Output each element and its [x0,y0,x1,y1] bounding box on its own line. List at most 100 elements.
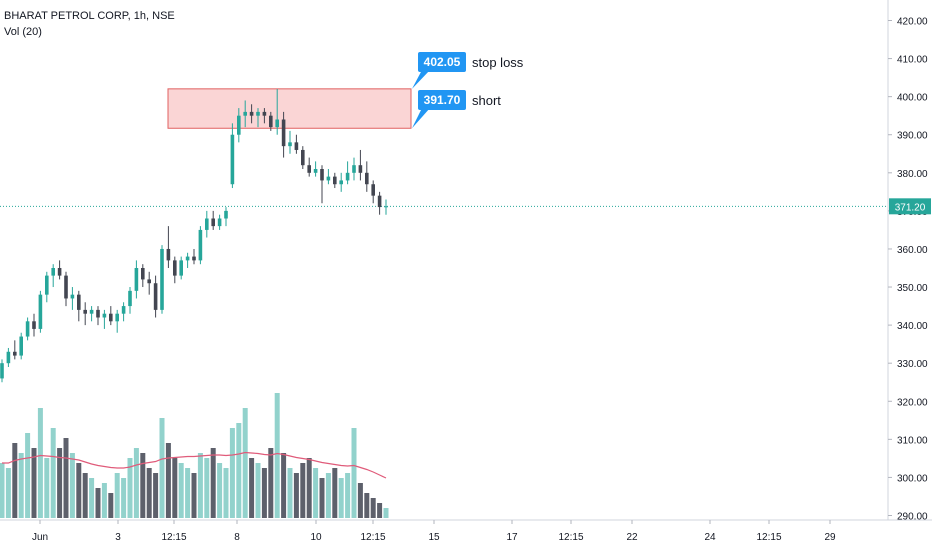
candle-body [281,119,286,147]
price-tick-label: 310.00 [897,435,928,446]
volume-bar [76,463,82,518]
price-tick-label: 360.00 [897,245,928,256]
candle-body [288,142,292,147]
price-tick-label: 330.00 [897,359,928,370]
candle-body [243,111,247,116]
candle-body [77,294,81,310]
candle-body [173,260,177,276]
volume-bar [89,478,95,518]
candle-body [384,206,388,208]
volume-bar [5,468,11,518]
volume-bar [140,453,146,518]
current-price-tag [889,198,931,215]
candle-body [205,218,209,230]
candle-body [301,149,305,166]
time-tick-label: Jun [32,532,48,543]
candle-body [352,165,356,173]
callout-pointer [412,108,430,129]
volume-bar [357,483,363,518]
volume-bar [44,458,50,518]
volume-bar [31,448,37,518]
candle-body [217,218,222,227]
time-tick-label: 12:15 [161,532,186,543]
volume-bar [281,453,287,518]
candle-body [269,115,273,128]
volume-bar [159,418,165,518]
time-tick-label: 12:15 [360,532,385,543]
candle-body [102,313,107,318]
candle-body [320,169,324,181]
volume-bar [127,458,133,518]
callout-price-value: 402.05 [424,55,461,69]
candle-body [13,351,17,356]
candle-body [365,172,369,185]
current-price-value: 371.20 [895,202,926,213]
volume-bar [69,453,75,518]
candle-body [51,268,55,276]
price-tick-label: 320.00 [897,397,928,408]
volume-bar [274,393,280,518]
candle-body [307,165,311,173]
candle-body [326,176,331,181]
volume-bar [338,478,344,518]
callout-price-value: 391.70 [424,93,461,107]
candle-body [230,134,235,185]
time-tick-label: 3 [115,532,121,543]
volume-bar [146,468,152,518]
candle-body [179,260,183,276]
time-tick-label: 24 [704,532,716,543]
candle-body [198,229,203,261]
candle-body [147,279,151,284]
time-tick-label: 12:15 [756,532,781,543]
candle-body [89,309,94,314]
candle-body [70,294,75,299]
volume-bar [165,443,171,518]
volume-bar [287,468,293,518]
volume-bar [351,428,357,518]
callout-text: stop loss [472,55,524,70]
candle-body [6,351,11,364]
price-tick-label: 290.00 [897,512,928,523]
short-zone-rectangle [167,88,412,129]
candle-body [377,195,382,208]
volume-bar [121,478,127,518]
volume-bar [217,463,223,518]
candle-body [262,111,267,116]
candle-body [19,336,23,356]
volume-bar [313,468,319,518]
volume-bar [242,408,248,518]
candle-body [121,306,126,314]
callout-price-tag [418,90,466,110]
candle-body [128,290,132,307]
price-tick-label: 390.00 [897,131,928,142]
volume-bar [197,453,203,518]
candle-body [25,321,30,337]
volume-bar [12,443,18,518]
candle-body [275,119,279,128]
volume-bar [82,473,88,518]
candle-body [64,275,68,299]
price-tick-label: 350.00 [897,283,928,294]
price-tick-label: 410.00 [897,55,928,66]
volume-indicator-label[interactable]: Vol (20) [4,26,42,38]
volume-bar [185,468,191,518]
volume-bar [57,448,63,518]
volume-bar [0,463,5,518]
volume-bar [63,438,69,518]
candle-body [83,309,87,314]
volume-bar [300,463,306,518]
volume-bar [345,473,351,518]
volume-bar [364,493,370,518]
candle-body [109,313,113,322]
candle-body [96,309,100,318]
candle-body [211,218,215,227]
volume-bar [383,508,389,518]
volume-bar [249,458,255,518]
volume-bar [268,448,274,518]
volume-bar [204,458,210,518]
volume-bar [178,463,184,518]
time-tick-label: 10 [310,532,322,543]
time-tick-label: 12:15 [558,532,583,543]
